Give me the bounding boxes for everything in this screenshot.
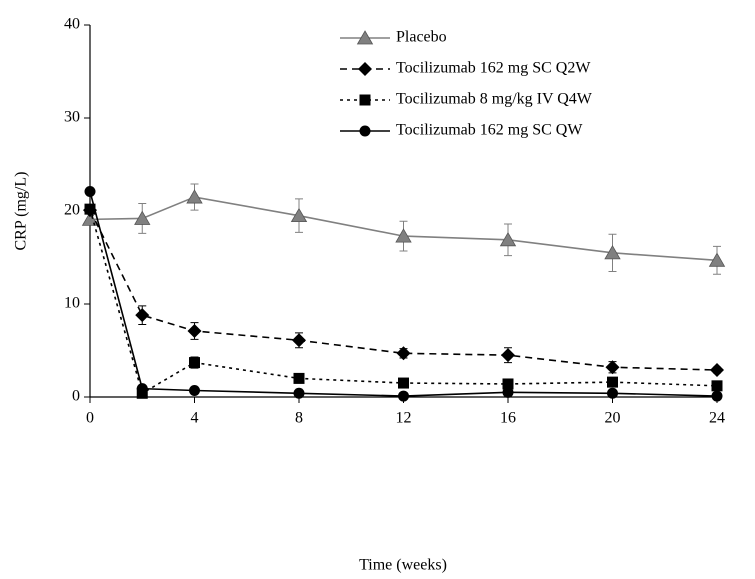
- data-point: [135, 308, 150, 323]
- x-tick-label: 0: [86, 410, 94, 427]
- x-tick-label: 8: [295, 410, 303, 427]
- data-point: [292, 333, 306, 348]
- legend-marker: [359, 125, 371, 137]
- series-line: [89, 191, 718, 397]
- x-tick-label: 12: [396, 410, 412, 427]
- data-point: [398, 377, 409, 389]
- y-tick-label: 20: [64, 202, 80, 219]
- legend-label: Tocilizumab 162 mg SC QW: [396, 122, 583, 139]
- y-axis-label: CRP (mg/L): [13, 172, 30, 251]
- data-point: [290, 207, 308, 223]
- legend-label: Placebo: [396, 29, 447, 46]
- data-point: [605, 360, 620, 375]
- data-point: [293, 387, 305, 399]
- data-point: [189, 357, 200, 369]
- data-point: [136, 383, 148, 395]
- y-tick-label: 0: [72, 388, 80, 405]
- data-point: [708, 252, 726, 267]
- legend-label: Tocilizumab 8 mg/kg IV Q4W: [396, 91, 593, 108]
- data-point: [398, 390, 409, 402]
- data-point: [84, 185, 96, 197]
- data-point: [396, 346, 411, 361]
- y-tick-label: 10: [64, 295, 80, 312]
- data-point: [502, 386, 514, 398]
- x-tick-label: 20: [605, 410, 621, 427]
- data-point: [186, 189, 203, 204]
- data-point: [395, 228, 412, 243]
- x-tick-label: 4: [191, 410, 199, 427]
- data-point: [187, 323, 202, 338]
- data-point: [81, 211, 99, 226]
- y-tick-label: 40: [64, 16, 80, 33]
- data-point: [189, 384, 200, 396]
- x-tick-label: 16: [500, 410, 516, 427]
- data-point: [607, 387, 618, 399]
- data-point: [711, 390, 723, 402]
- legend-marker: [359, 94, 371, 106]
- data-point: [711, 380, 723, 392]
- series-line: [89, 208, 718, 395]
- series-line: [89, 209, 718, 371]
- data-point: [710, 363, 724, 378]
- data-point: [499, 232, 517, 247]
- x-tick-label: 24: [709, 410, 725, 427]
- x-axis-label: Time (weeks): [359, 557, 447, 574]
- data-point: [607, 376, 618, 388]
- y-tick-label: 30: [64, 109, 80, 126]
- series-line: [89, 196, 718, 262]
- legend-marker: [356, 30, 374, 45]
- data-point: [604, 245, 621, 260]
- data-point: [84, 203, 96, 215]
- data-point: [502, 378, 514, 390]
- data-point: [293, 372, 305, 384]
- legend-marker: [358, 62, 372, 76]
- data-point: [134, 210, 151, 225]
- legend-label: Tocilizumab 162 mg SC Q2W: [396, 60, 591, 77]
- data-point: [501, 348, 515, 363]
